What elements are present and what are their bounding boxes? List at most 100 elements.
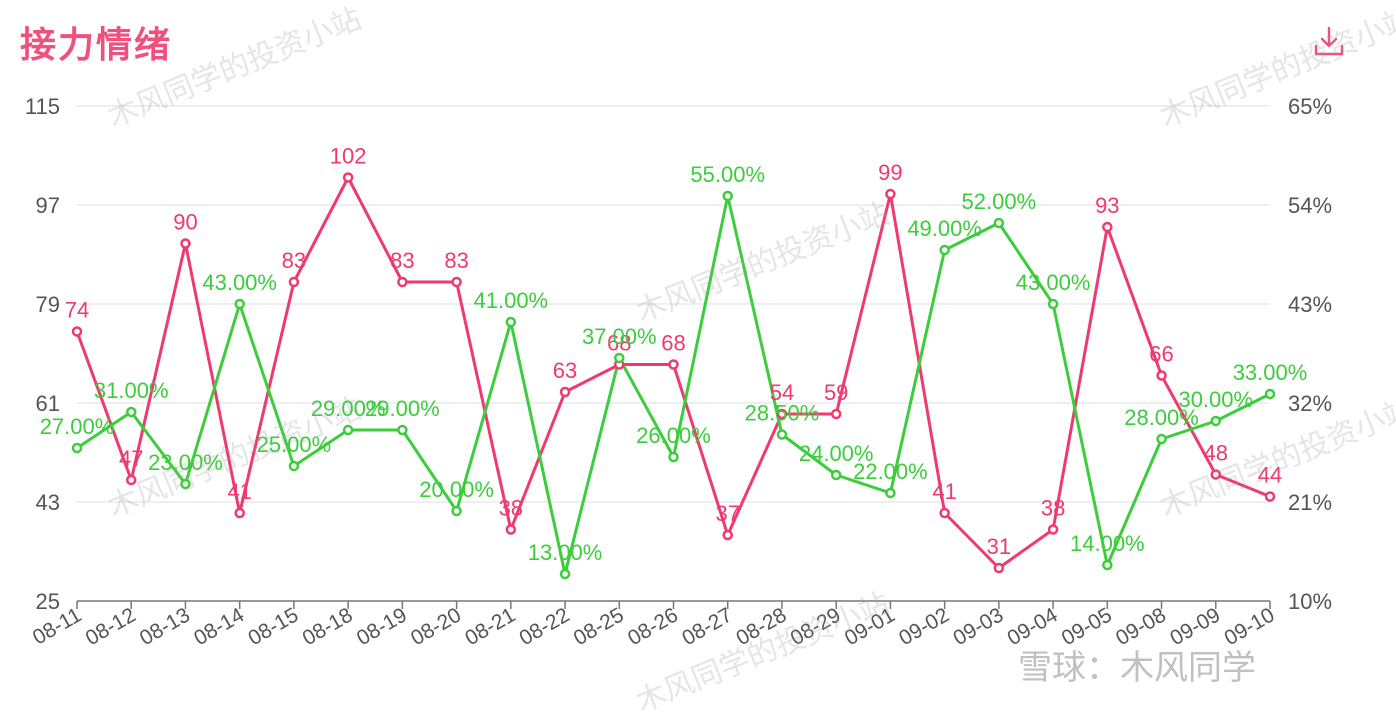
green-series-point (71, 442, 83, 454)
x-axis-tick-label: 08-20 (407, 603, 465, 650)
red-series-point (668, 359, 679, 370)
x-axis-tick-label: 09-03 (949, 603, 1007, 650)
green-series-point (1210, 415, 1222, 427)
green-series-point (776, 429, 788, 440)
x-axis-tick-label: 08-19 (353, 603, 411, 650)
red-series-data-label: 63 (553, 358, 577, 383)
green-series-data-label: 14.00% (1070, 531, 1145, 556)
red-series-point (993, 562, 1005, 574)
red-series-data-label: 83 (390, 248, 414, 273)
red-series-data-label: 68 (661, 331, 685, 356)
red-series-data-label: 48 (1204, 441, 1228, 466)
green-series-point (397, 424, 408, 436)
x-axis-tick-label: 08-13 (136, 603, 194, 650)
x-axis-tick-label: 08-26 (624, 603, 682, 650)
green-series-point (1264, 388, 1276, 400)
right-axis-tick-label: 43% (1288, 292, 1332, 317)
x-axis-tick-label: 08-28 (732, 603, 790, 650)
red-series-point (1047, 524, 1059, 535)
green-series-data-label: 29.00% (311, 396, 386, 421)
red-series-point (559, 386, 571, 398)
red-series-data-label: 38 (499, 496, 523, 521)
red-series-data-label: 68 (607, 331, 631, 356)
green-series-data-label: 25.00% (257, 432, 332, 457)
green-series-data-label: 33.00% (1233, 360, 1308, 385)
x-axis-tick-label: 08-22 (516, 603, 574, 650)
left-axis-tick-label: 115 (25, 94, 60, 119)
green-series-data-label: 31.00% (94, 378, 169, 403)
red-series-data-label: 41 (227, 479, 251, 504)
green-series-point (559, 568, 571, 580)
green-series-data-label: 29.00% (365, 396, 440, 421)
x-axis-tick-label: 08-12 (82, 603, 140, 650)
red-series-point (180, 238, 191, 249)
red-series-data-label: 90 (173, 210, 197, 235)
green-series-point (993, 217, 1005, 229)
red-series-data-label: 83 (282, 248, 306, 273)
x-axis-tick-label: 08-14 (190, 603, 248, 650)
green-series-point (1156, 433, 1167, 445)
green-series-point (505, 316, 517, 328)
red-series-data-label: 31 (987, 534, 1011, 559)
green-series-point (451, 505, 462, 517)
red-series-point (288, 276, 300, 288)
right-axis-tick-label: 65% (1288, 94, 1332, 119)
red-series-point (722, 529, 733, 541)
green-series-data-label: 30.00% (1178, 387, 1253, 412)
red-series-point (125, 474, 137, 486)
x-axis-tick-label: 08-25 (570, 603, 628, 650)
green-series-data-label: 43.00% (202, 270, 277, 295)
green-series-data-label: 20.00% (419, 477, 494, 502)
red-series-data-label: 44 (1258, 463, 1282, 488)
left-axis-tick-label: 97 (36, 193, 60, 218)
red-series-point (71, 326, 83, 337)
red-series-data-label: 37 (715, 501, 739, 526)
red-series-data-label: 93 (1095, 193, 1119, 218)
right-axis-tick-label: 10% (1288, 589, 1332, 614)
x-axis-tick-label: 09-02 (895, 603, 953, 650)
left-axis-tick-label: 61 (36, 391, 60, 416)
green-series-data-label: 28.00% (1124, 405, 1199, 430)
green-series-point (288, 460, 300, 472)
x-axis-tick-label: 08-21 (461, 603, 519, 650)
green-series-data-label: 28.50% (745, 401, 820, 426)
red-series-point (451, 276, 462, 288)
green-series-point (614, 352, 625, 364)
green-series-point (234, 298, 245, 310)
green-series-point (722, 190, 733, 202)
right-axis-tick-label: 54% (1288, 193, 1332, 218)
x-axis-tick-label: 09-01 (841, 603, 899, 650)
right-axis-tick-label: 21% (1288, 490, 1332, 515)
right-axis-tick-label: 32% (1288, 391, 1332, 416)
green-series-point (830, 469, 842, 481)
red-series-data-label: 54 (770, 380, 794, 405)
red-series-point (1210, 469, 1222, 480)
green-series-data-label: 41.00% (474, 288, 549, 313)
green-series-line (76, 194, 1271, 576)
green-series-data-label: 26.00% (636, 423, 711, 448)
green-series-point (939, 244, 950, 256)
green-series-data-label: 24.00% (799, 441, 874, 466)
red-series-data-label: 83 (444, 248, 468, 273)
red-series-data-label: 47 (119, 446, 143, 471)
green-series-point (668, 451, 679, 463)
red-series-point (776, 408, 788, 420)
green-series-point (1102, 559, 1113, 571)
x-axis-tick-label: 08-27 (678, 603, 736, 650)
red-series-point (505, 524, 517, 535)
red-series-point (234, 507, 245, 519)
red-series-point (830, 408, 842, 420)
red-series-point (939, 507, 950, 519)
red-series-data-label: 99 (878, 160, 902, 185)
x-axis-tick-label: 08-29 (787, 603, 845, 650)
red-series-point (1264, 491, 1276, 502)
red-series-point (342, 172, 354, 183)
download-icon[interactable] (1312, 24, 1346, 58)
red-series-point (885, 188, 896, 200)
red-series-data-label: 74 (65, 298, 89, 323)
x-axis-tick-label: 08-15 (244, 603, 302, 650)
green-series-data-label: 55.00% (690, 162, 765, 187)
green-series-data-label: 37.00% (582, 324, 657, 349)
left-axis-tick-label: 25 (36, 589, 60, 614)
green-series-point (342, 424, 354, 436)
